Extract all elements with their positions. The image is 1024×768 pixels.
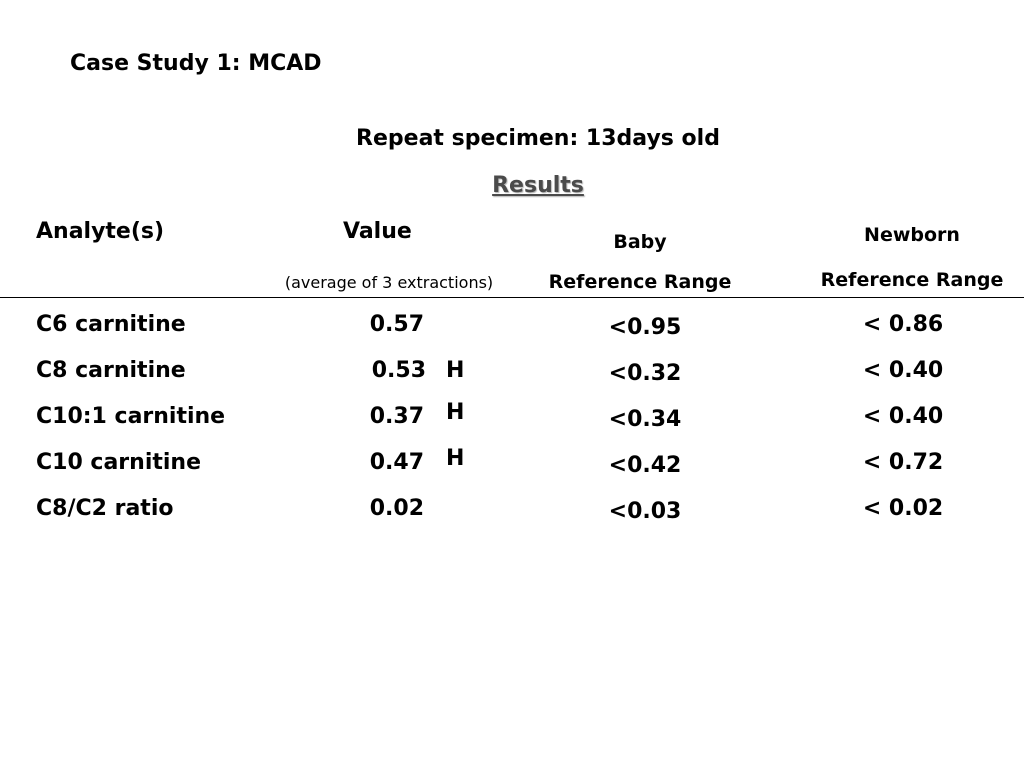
- row-3-flag: H: [446, 400, 465, 425]
- row-1-value: 0.57: [369, 312, 424, 337]
- row-4-analyte: C10 carnitine: [36, 450, 201, 475]
- row-1-baby-range: <0.95: [608, 315, 682, 340]
- row-4-baby-range: <0.42: [608, 453, 682, 478]
- row-2-baby-range: <0.32: [608, 361, 682, 386]
- row-2-flag: H: [446, 358, 465, 383]
- row-5-baby-range: <0.03: [608, 499, 682, 524]
- header-baby: Baby: [613, 231, 667, 253]
- row-1-analyte: C6 carnitine: [36, 312, 186, 337]
- header-baby-range: Reference Range: [548, 271, 732, 293]
- header-value: Value: [343, 219, 412, 244]
- page-title: Case Study 1: MCAD: [70, 51, 322, 76]
- row-2-analyte: C8 carnitine: [36, 358, 186, 383]
- row-5-value: 0.02: [369, 496, 424, 521]
- row-1-newborn-range: < 0.86: [862, 312, 944, 337]
- row-2-newborn-range: < 0.40: [862, 358, 944, 383]
- row-2-value: 0.53: [371, 358, 426, 383]
- header-value-note: (average of 3 extractions): [284, 273, 494, 292]
- header-analyte: Analyte(s): [36, 219, 165, 244]
- row-5-analyte: C8/C2 ratio: [36, 496, 174, 521]
- results-heading: Results: [492, 173, 584, 198]
- header-newborn-range: Reference Range: [820, 269, 1004, 291]
- row-3-value: 0.37: [369, 404, 424, 429]
- row-4-newborn-range: < 0.72: [862, 450, 944, 475]
- specimen-subtitle: Repeat specimen: 13days old: [356, 126, 720, 151]
- row-4-flag: H: [446, 446, 465, 471]
- row-3-newborn-range: < 0.40: [862, 404, 944, 429]
- row-5-newborn-range: < 0.02: [862, 496, 944, 521]
- header-divider: [0, 297, 1024, 298]
- row-3-baby-range: <0.34: [608, 407, 682, 432]
- row-3-analyte: C10:1 carnitine: [36, 404, 226, 429]
- row-4-value: 0.47: [369, 450, 424, 475]
- header-newborn: Newborn: [864, 224, 960, 246]
